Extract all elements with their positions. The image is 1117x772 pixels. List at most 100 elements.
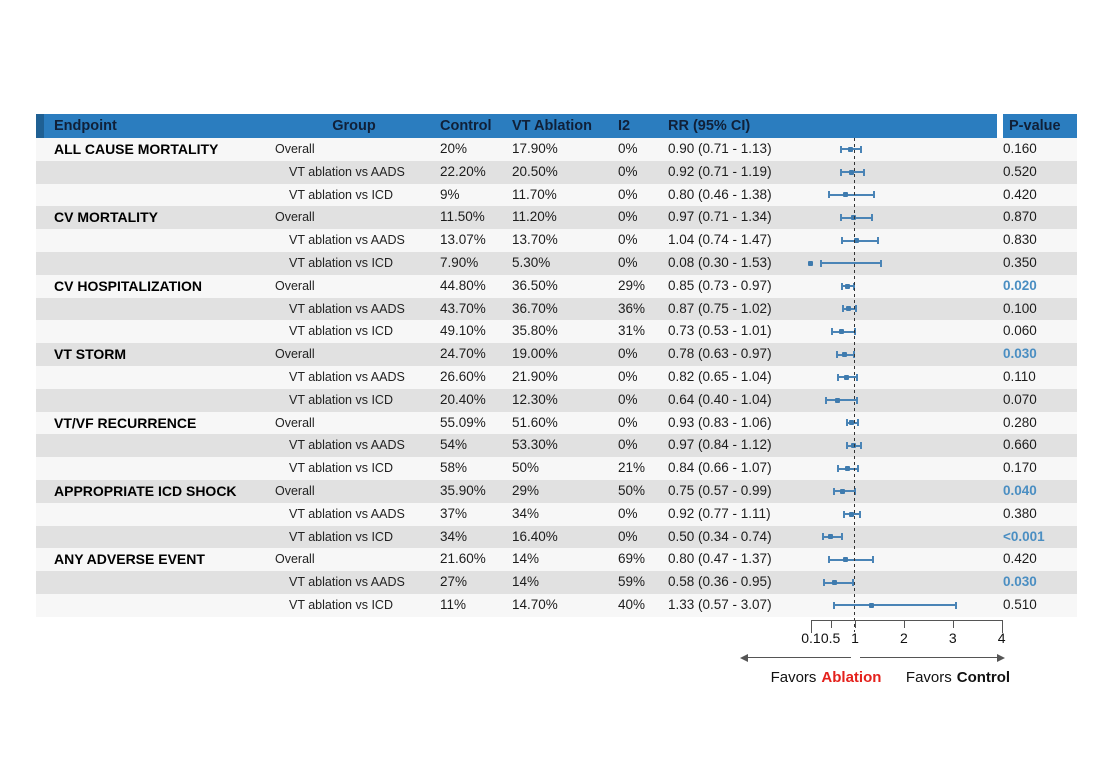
control-cell: 7.90% — [440, 255, 479, 270]
vt-ablation-cell: 11.20% — [512, 209, 557, 225]
rr-point-marker — [845, 283, 851, 289]
rr-point-marker — [848, 511, 854, 517]
endpoint-cell: VT STORM — [54, 346, 127, 363]
rr-point-marker — [834, 397, 840, 403]
x-axis-tick — [952, 619, 954, 628]
table-row: CV HOSPITALIZATION Overall 44.80% 36.50% 29%… — [36, 274, 1077, 298]
ci-cap-high — [870, 214, 873, 222]
col-header-group: Group — [332, 118, 376, 134]
ci-line — [829, 558, 874, 561]
ci-line — [820, 262, 881, 265]
control-cell: 43.70% — [440, 300, 486, 316]
favors-control-label: Favors Control — [882, 669, 1034, 686]
table-row: VT ablation vs ICD 49.10% 35.80% 31% 0.73 (0… — [36, 320, 1077, 344]
rr-ci-cell: 0.97 (0.84 - 1.12) — [668, 437, 772, 453]
i2-cell: 0% — [618, 209, 638, 225]
rr-point-marker — [851, 215, 857, 221]
control-cell: 20.40% — [440, 391, 486, 407]
i2-cell: 50% — [618, 483, 646, 498]
control-cell: 49.10% — [440, 323, 486, 339]
ci-cap-high — [872, 556, 875, 564]
ci-cap-high — [863, 168, 866, 176]
vt-ablation-cell: 19.00% — [512, 346, 558, 362]
i2-cell: 0% — [618, 505, 638, 521]
group-cell: VT ablation vs AADS — [289, 370, 405, 384]
x-axis-tick — [830, 619, 832, 628]
rr-ci-cell: 0.80 (0.46 - 1.38) — [668, 186, 772, 202]
control-cell: 34% — [440, 528, 468, 544]
table-row: APPROPRIATE ICD SHOCK Overall 35.90% 29% 50%… — [36, 480, 1077, 503]
ci-cap-high — [859, 510, 862, 518]
table-row: VT ablation vs ICD 58% 50% 21% 0.84 (0.66 - … — [36, 457, 1077, 480]
ci-cap-low — [819, 259, 822, 267]
vt-ablation-cell: 11.70% — [512, 186, 557, 202]
control-cell: 37% — [440, 505, 468, 521]
table-row: CV MORTALITY Overall 11.50% 11.20% 0% 0.97 (0… — [36, 206, 1077, 230]
vt-ablation-cell: 14% — [512, 551, 540, 567]
rr-ci-cell: 0.93 (0.83 - 1.06) — [668, 414, 772, 430]
pvalue-cell: 0.040 — [1003, 483, 1037, 498]
table-row: VT ablation vs AADS 13.07% 13.70% 0% 1.04 (0… — [36, 229, 1077, 252]
i2-cell: 40% — [618, 597, 646, 612]
rr-point-marker — [868, 602, 874, 608]
group-cell: VT ablation vs AADS — [289, 233, 405, 248]
col-header-pvalue: P-value — [1009, 118, 1061, 134]
ci-cap-low — [831, 328, 834, 336]
table-row: VT STORM Overall 24.70% 19.00% 0% 0.78 (0.63 … — [36, 343, 1077, 366]
pvalue-cell: 0.030 — [1003, 346, 1037, 362]
vt-ablation-cell: 20.50% — [512, 163, 558, 179]
ci-line — [823, 581, 853, 584]
vt-ablation-cell: 35.80% — [512, 323, 558, 339]
pvalue-cell: 0.070 — [1003, 391, 1037, 407]
i2-cell: 0% — [618, 255, 638, 270]
group-cell: Overall — [275, 347, 315, 362]
group-cell: VT ablation vs AADS — [289, 301, 405, 316]
control-cell: 54% — [440, 437, 468, 453]
ci-cap-low — [839, 214, 842, 222]
i2-cell: 36% — [618, 300, 646, 316]
pvalue-cell: 0.380 — [1003, 505, 1037, 521]
rr-point-marker — [847, 146, 853, 152]
favors-ablation-arrowhead-icon — [740, 653, 748, 662]
table-row: VT ablation vs AADS 27% 14% 59% 0.58 (0.36 -… — [36, 571, 1077, 594]
group-cell: VT ablation vs AADS — [289, 575, 405, 590]
col-header-i2: I2 — [618, 118, 631, 134]
ci-cap-low — [841, 237, 844, 245]
table-row: VT/VF RECURRENCE Overall 55.09% 51.60% 0% 0.9… — [36, 411, 1077, 435]
group-cell: VT ablation vs ICD — [289, 461, 393, 476]
vt-ablation-cell: 50% — [512, 460, 540, 476]
rr-ci-cell: 0.73 (0.53 - 1.01) — [668, 323, 772, 339]
i2-cell: 0% — [618, 232, 638, 248]
pvalue-cell: 0.870 — [1003, 209, 1037, 225]
pvalue-cell: <0.001 — [1003, 528, 1045, 544]
rr-point-marker — [842, 557, 848, 563]
pvalue-cell: 0.280 — [1003, 414, 1037, 430]
ci-cap-low — [832, 601, 835, 609]
x-axis-tick — [810, 619, 812, 633]
x-axis-tick — [1001, 619, 1003, 633]
control-cell: 24.70% — [440, 346, 486, 362]
table-row: ALL CAUSE MORTALITY Overall 20% 17.90% 0% 0.9… — [36, 138, 1077, 161]
pvalue-cell: 0.020 — [1003, 277, 1037, 293]
vt-ablation-cell: 5.30% — [512, 255, 551, 270]
pvalue-cell: 0.350 — [1003, 255, 1037, 270]
ci-cap-high — [872, 191, 875, 199]
rr-point-marker — [807, 260, 813, 266]
rr-ci-cell: 0.97 (0.71 - 1.34) — [668, 209, 772, 225]
favors-left-prefix: Favors — [770, 669, 817, 686]
rr-point-marker — [840, 488, 846, 494]
rr-ci-cell: 0.90 (0.71 - 1.13) — [668, 141, 772, 156]
group-cell: Overall — [275, 415, 315, 430]
ci-cap-low — [839, 168, 842, 176]
vt-ablation-cell: 51.60% — [512, 414, 558, 430]
rr-point-marker — [831, 580, 837, 586]
pvalue-cell: 0.170 — [1003, 460, 1037, 476]
vt-ablation-cell: 36.50% — [512, 277, 558, 293]
vt-ablation-cell: 12.30% — [512, 391, 558, 407]
favors-left-term: Ablation — [821, 669, 882, 686]
group-cell: VT ablation vs AADS — [289, 438, 405, 453]
ci-cap-high — [855, 373, 858, 381]
rr-point-marker — [848, 169, 854, 175]
ci-cap-high — [955, 601, 958, 609]
ci-cap-high — [854, 305, 857, 313]
